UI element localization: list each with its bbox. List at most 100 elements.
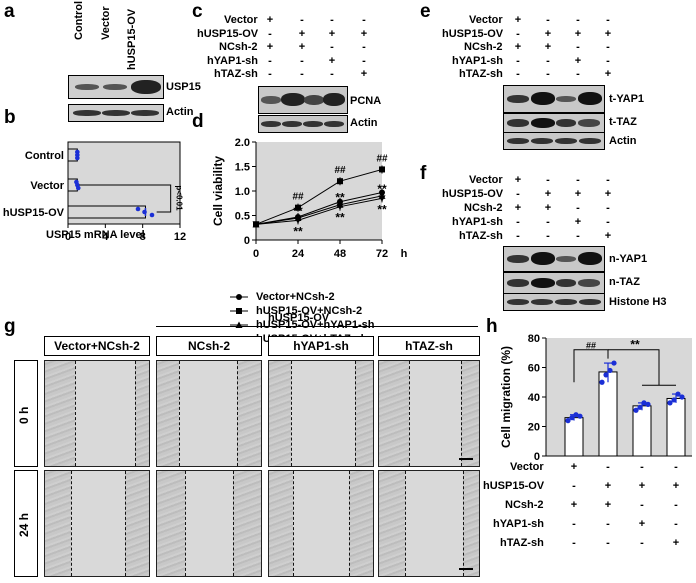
data-point bbox=[142, 209, 147, 215]
blot-n-yap1 bbox=[503, 246, 605, 272]
x-tick-label: 12 bbox=[174, 231, 186, 243]
e-cond-symbol: - bbox=[576, 41, 580, 53]
c-cond-symbol: - bbox=[268, 54, 272, 67]
f-cond-label: hTAZ-sh bbox=[459, 230, 503, 242]
f-cond-symbol: - bbox=[576, 202, 580, 214]
wound-edge-line bbox=[291, 361, 292, 466]
c-cond-symbol: + bbox=[266, 14, 274, 26]
col-title: Vector+NCsh-2 bbox=[44, 336, 150, 356]
e-cond-symbol: - bbox=[606, 14, 610, 26]
wound-edge-line bbox=[405, 471, 406, 576]
panel-label-e: e bbox=[420, 1, 431, 22]
e-cond-symbol: + bbox=[574, 54, 582, 67]
scale-bar bbox=[459, 458, 473, 460]
h-cond-symbol: - bbox=[606, 518, 610, 530]
wound-image bbox=[156, 470, 262, 577]
h-cond-symbol: - bbox=[640, 499, 644, 511]
wound-edge-line bbox=[463, 471, 464, 576]
f-cond-symbol: + bbox=[604, 188, 612, 200]
e-cond-label: Vector bbox=[469, 14, 503, 26]
f-cond-symbol: - bbox=[546, 174, 550, 186]
h-cond-label: NCsh-2 bbox=[505, 499, 544, 511]
c-cond-symbol: + bbox=[328, 27, 336, 40]
wound-image bbox=[378, 470, 480, 577]
row-label-actin-a: Actin bbox=[166, 106, 194, 118]
h-cond-label: hTAZ-sh bbox=[500, 537, 544, 549]
wound-edge-line bbox=[125, 471, 126, 576]
panel-label-h: h bbox=[486, 316, 498, 337]
wound-edge-line bbox=[185, 471, 186, 576]
e-cond-label: hUSP15-OV bbox=[442, 27, 504, 40]
lane-label-control: Control bbox=[73, 0, 85, 40]
c-cond-symbol: + bbox=[298, 27, 306, 40]
e-cond-label: NCsh-2 bbox=[464, 41, 503, 53]
lane-label-vector: Vector bbox=[100, 6, 112, 40]
c-cond-symbol: - bbox=[362, 41, 366, 53]
x-tick-label: 4 bbox=[102, 231, 109, 243]
blot-n-taz bbox=[503, 272, 605, 294]
col-title: hYAP1-sh bbox=[268, 336, 374, 356]
wound-edge-line bbox=[237, 361, 238, 466]
x-tick-label: 0 bbox=[65, 231, 71, 243]
f-cond-symbol: + bbox=[574, 216, 582, 228]
chart-b-xlabel: USP15 mRNA level bbox=[46, 229, 145, 241]
data-point bbox=[675, 391, 681, 397]
significance-star: ** bbox=[377, 182, 387, 196]
data-point bbox=[294, 217, 302, 224]
c-cond-label: NCsh-2 bbox=[219, 41, 258, 53]
data-point bbox=[379, 166, 385, 173]
category-label: Control bbox=[25, 150, 64, 162]
data-point bbox=[641, 400, 647, 406]
data-point bbox=[149, 212, 155, 218]
f-cond-symbol: - bbox=[606, 174, 610, 186]
f-cond-symbol: - bbox=[546, 230, 550, 242]
f-cond-symbol: + bbox=[514, 202, 522, 214]
significance-star: ** bbox=[293, 224, 303, 238]
h-cond-symbol: - bbox=[572, 518, 576, 530]
f-cond-symbol: + bbox=[604, 230, 612, 242]
x-tick-label: 0 bbox=[253, 248, 259, 260]
category-label: Vector bbox=[30, 180, 64, 192]
y-tick-label: 0 bbox=[534, 451, 540, 460]
h-cond-symbol: - bbox=[674, 461, 678, 473]
y-tick-label: 60 bbox=[528, 363, 540, 375]
c-cond-label: hTAZ-sh bbox=[214, 68, 258, 80]
panel-label-g: g bbox=[4, 316, 16, 337]
plot-area bbox=[256, 142, 382, 240]
wound-edge-line bbox=[461, 361, 462, 466]
c-cond-symbol: - bbox=[300, 54, 304, 67]
e-cond-symbol: - bbox=[606, 54, 610, 67]
f-cond-symbol: - bbox=[516, 188, 520, 200]
f-cond-label: NCsh-2 bbox=[464, 202, 503, 214]
h-cond-symbol: - bbox=[572, 537, 576, 549]
panel-label-f: f bbox=[420, 163, 427, 184]
wound-edge-line bbox=[355, 361, 356, 466]
wound-image bbox=[378, 360, 480, 467]
wound-image bbox=[44, 470, 150, 577]
data-point bbox=[633, 407, 639, 413]
wound-image bbox=[268, 360, 374, 467]
significance-star: ** bbox=[377, 202, 387, 216]
data-point bbox=[607, 367, 613, 374]
data-point bbox=[599, 379, 605, 385]
data-point bbox=[637, 404, 643, 410]
legend-item: hUSP15-OV+hYAP1-sh bbox=[256, 319, 375, 331]
data-point bbox=[565, 418, 571, 424]
data-point bbox=[236, 308, 242, 314]
f-cond-symbol: - bbox=[576, 230, 580, 242]
e-cond-symbol: + bbox=[544, 41, 552, 53]
blot-actin-c bbox=[258, 115, 348, 133]
c-cond-symbol: + bbox=[328, 54, 336, 67]
data-point bbox=[569, 415, 575, 421]
significance-star: ** bbox=[630, 337, 640, 351]
col-title: NCsh-2 bbox=[156, 336, 262, 356]
significance-hash: ## bbox=[292, 192, 304, 203]
c-cond-symbol: - bbox=[300, 68, 304, 80]
h-cond-symbol: - bbox=[640, 537, 644, 549]
e-cond-label: hTAZ-sh bbox=[459, 68, 503, 80]
panel-label-c: c bbox=[192, 1, 203, 22]
f-cond-label: hYAP1-sh bbox=[452, 216, 503, 228]
e-cond-label: hYAP1-sh bbox=[452, 54, 503, 67]
wound-image bbox=[44, 360, 150, 467]
wound-edge-line bbox=[409, 361, 410, 466]
